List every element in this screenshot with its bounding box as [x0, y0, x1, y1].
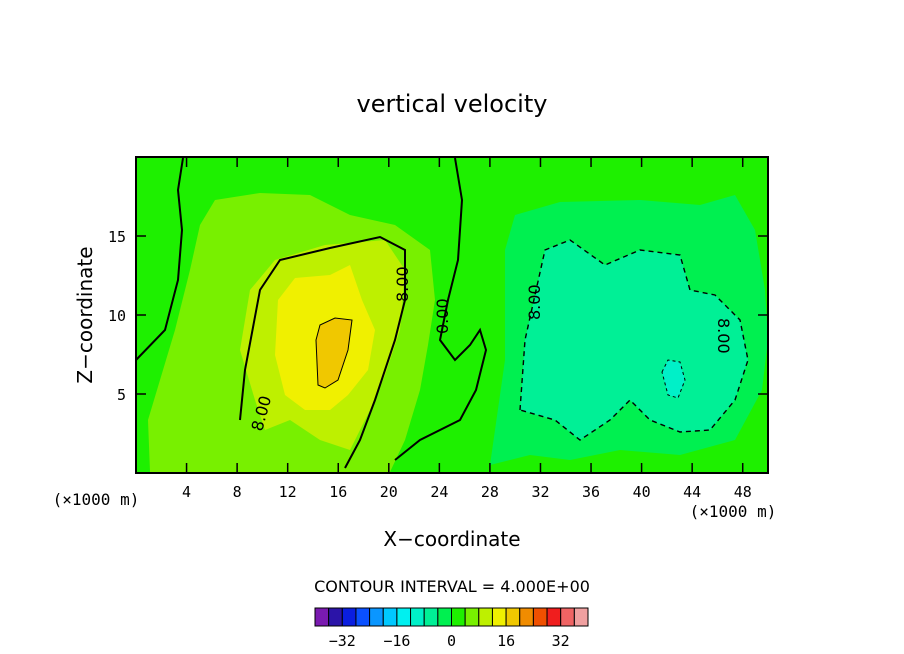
- contour-zero-mid: [394, 157, 488, 461]
- x-tick-label: 40: [633, 483, 651, 501]
- colorbar-swatch: [328, 607, 343, 627]
- contour-zero-left: [135, 157, 184, 361]
- y-axis-label: Z−coordinate: [73, 246, 97, 383]
- colorbar-swatch: [451, 607, 466, 627]
- colorbar-tick-label: −16: [383, 632, 410, 650]
- y-tick-label: 10: [108, 307, 126, 325]
- x-axis-label: X−coordinate: [383, 527, 520, 551]
- colorbar-swatch: [519, 607, 534, 627]
- x-axis: 4 8 12 16 20 24 28 32 36 40 44 48: [182, 157, 752, 501]
- contour-label: 8.00: [525, 284, 544, 320]
- y-axis: 5 10 15: [108, 228, 768, 404]
- colorbar-swatch: [546, 607, 562, 627]
- colorbar-swatch: [491, 607, 507, 627]
- colorbar-swatch: [341, 607, 357, 627]
- colorbar-swatch: [437, 607, 453, 627]
- colorbar-swatch: [573, 607, 589, 627]
- x-tick-label: 20: [380, 483, 398, 501]
- colorbar-swatch: [560, 607, 575, 627]
- x-tick-label: 4: [182, 483, 191, 501]
- colorbar: [314, 607, 589, 627]
- x-tick-label: 28: [481, 483, 499, 501]
- x-tick-label: 24: [430, 483, 448, 501]
- contour-eight-left: [239, 235, 406, 469]
- colorbar-tick-label: 32: [552, 632, 570, 650]
- x-tick-label: 32: [531, 483, 549, 501]
- colorbar-tick-label: 16: [497, 632, 515, 650]
- contour-label: 8.00: [714, 318, 733, 354]
- y-tick-label: 15: [108, 228, 126, 246]
- colorbar-swatch: [505, 607, 521, 627]
- plot-area: [135, 156, 769, 474]
- contour-label: 0.00: [433, 298, 452, 334]
- x-tick-label: 36: [582, 483, 600, 501]
- colorbar-tick-label: −32: [329, 632, 356, 650]
- colorbar-swatch: [478, 607, 493, 627]
- colorbar-swatch: [532, 607, 548, 627]
- colorbar-swatch: [314, 607, 330, 627]
- contour-interval-text: CONTOUR INTERVAL = 4.000E+00: [314, 577, 590, 596]
- field-shade-right-deep: [661, 359, 686, 399]
- colorbar-ticks: −32 −16 0 16 32: [329, 632, 570, 650]
- colorbar-swatch: [369, 607, 384, 627]
- x-tick-label: 48: [734, 483, 752, 501]
- colorbar-swatch: [410, 607, 425, 627]
- colorbar-swatch: [464, 607, 480, 627]
- x-tick-label: 8: [233, 483, 242, 501]
- colorbar-tick-label: 0: [447, 632, 456, 650]
- x-tick-label: 44: [683, 483, 701, 501]
- field-shade-right-cyan: [519, 239, 749, 441]
- x-unit-left: (×1000 m): [53, 490, 140, 509]
- colorbar-swatch: [396, 607, 412, 627]
- chart-title: vertical velocity: [357, 90, 548, 118]
- field-shade-orange: [315, 317, 353, 389]
- colorbar-swatch: [382, 607, 398, 627]
- contour-label: 8.00: [393, 266, 412, 302]
- y-tick-label: 5: [117, 386, 126, 404]
- colorbar-swatch: [355, 607, 371, 627]
- x-unit-right: (×1000 m): [690, 502, 777, 521]
- x-tick-label: 16: [329, 483, 347, 501]
- x-tick-label: 12: [279, 483, 297, 501]
- colorbar-swatch: [423, 607, 439, 627]
